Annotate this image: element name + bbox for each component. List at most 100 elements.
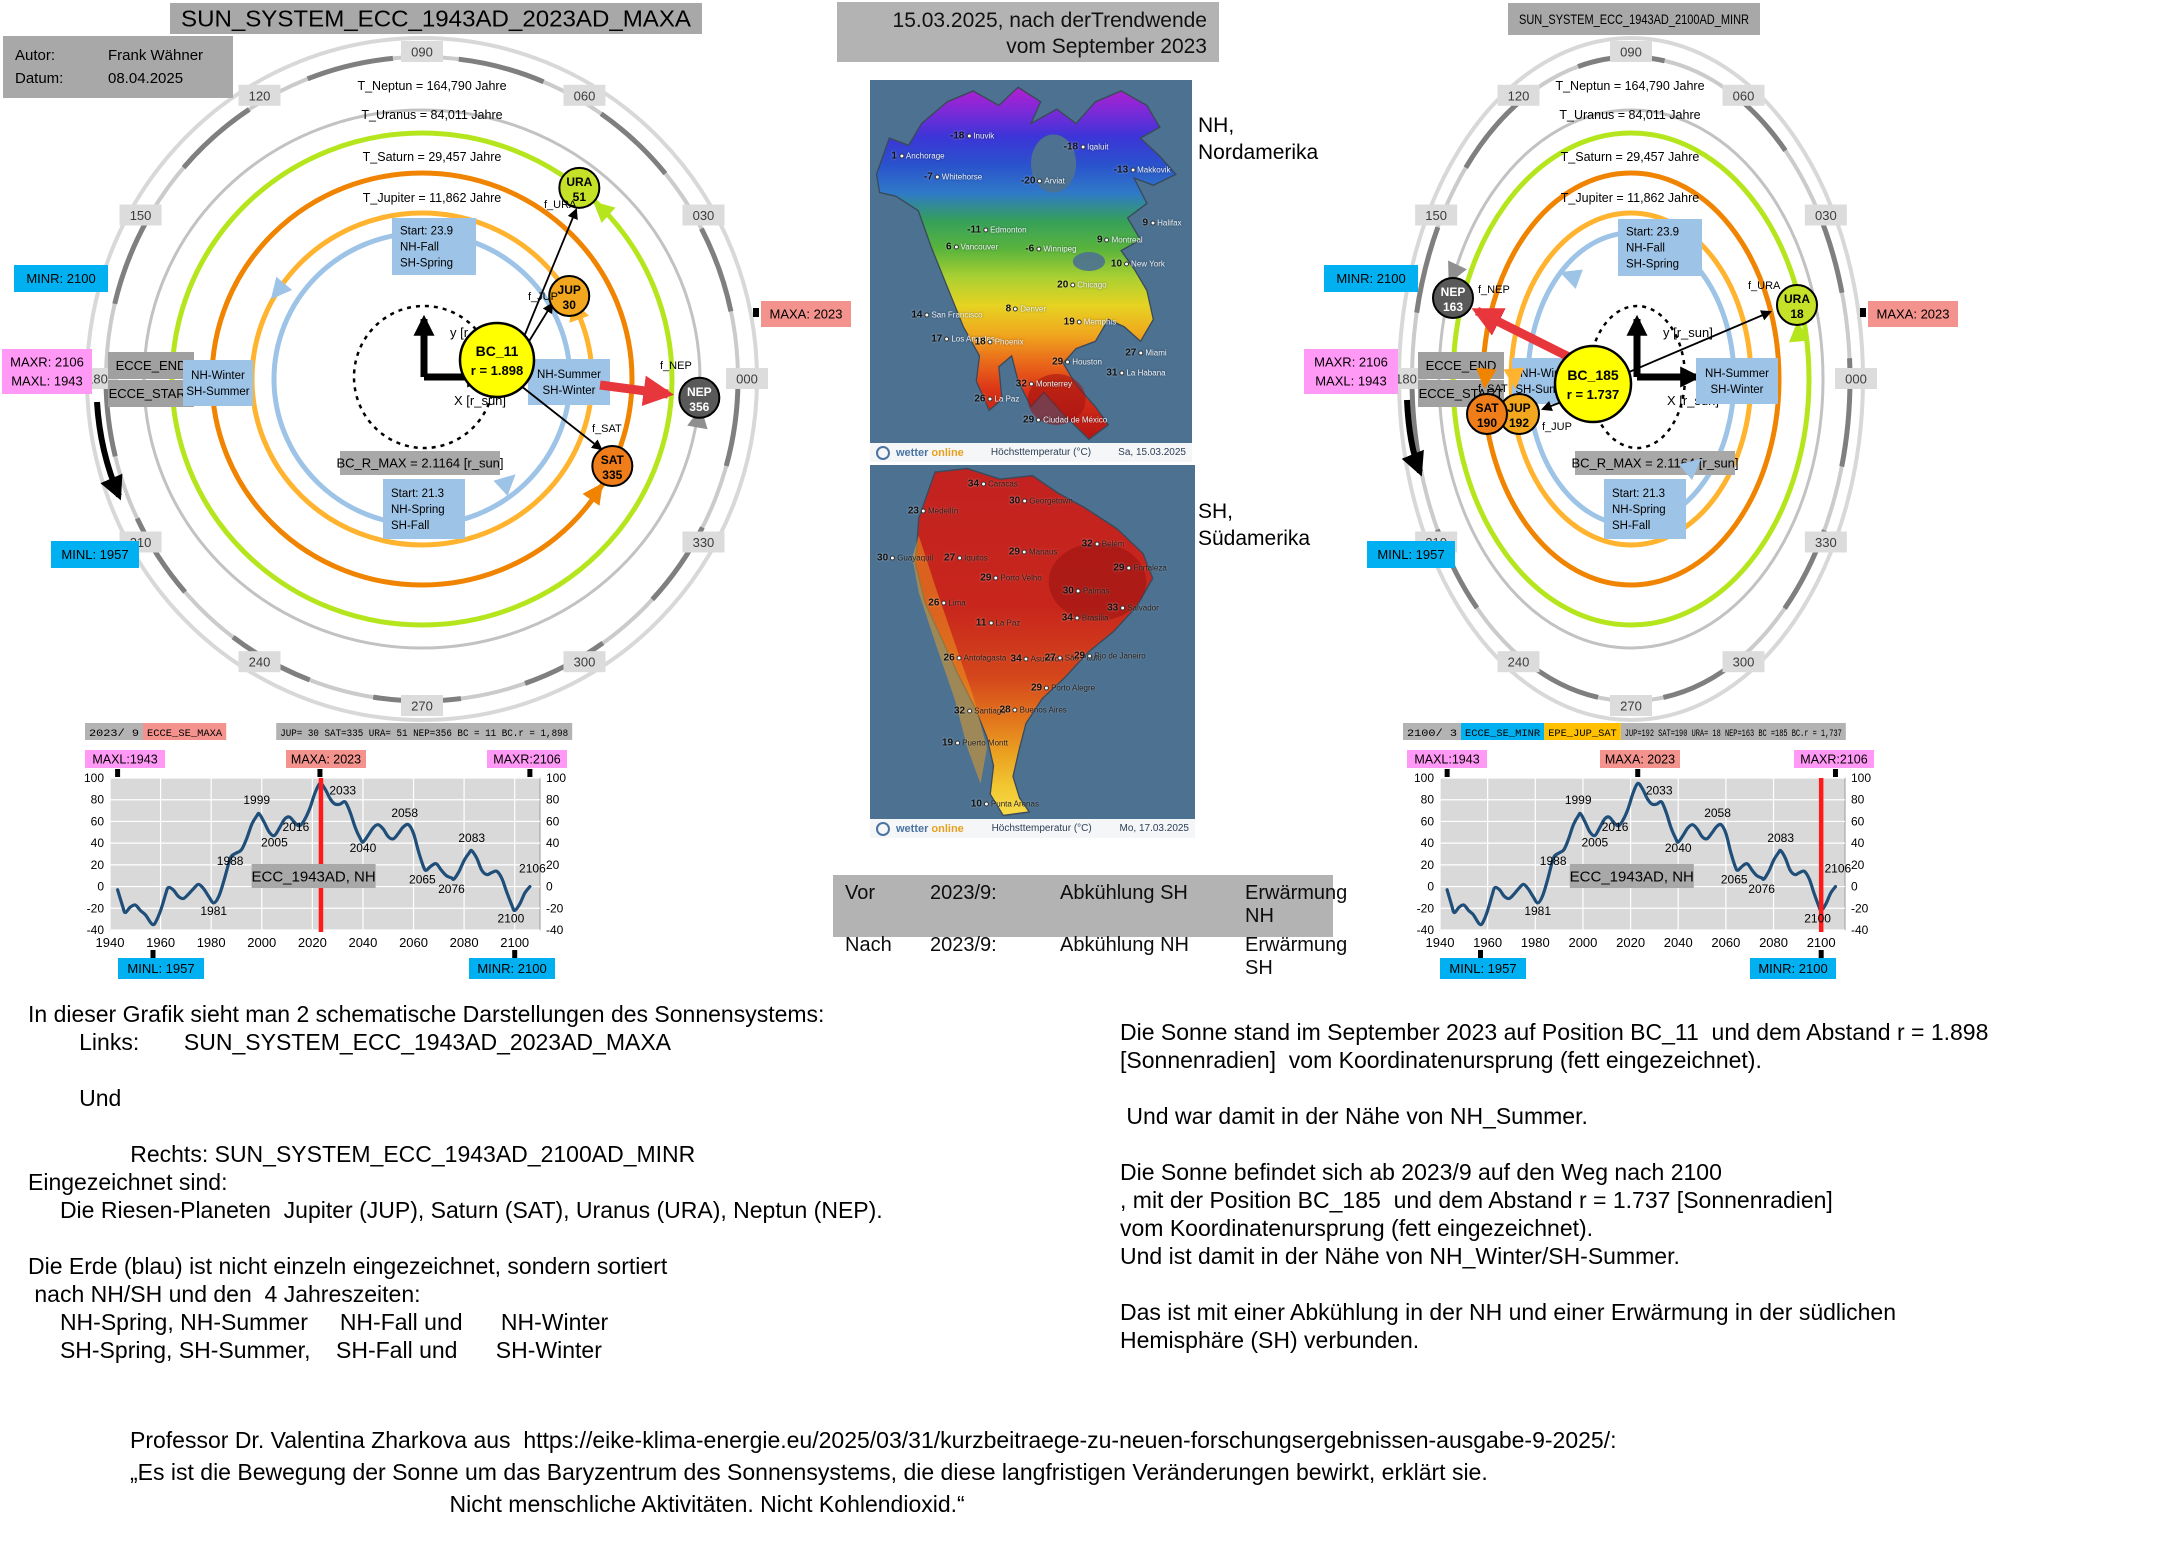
year-annotation: 2040 — [350, 841, 377, 855]
x-tick: 2040 — [1664, 935, 1693, 950]
city-miami: 27 Miami — [1125, 347, 1167, 359]
text-line: Hemisphäre (SH) verbunden. — [1120, 1327, 1420, 1353]
city-arviat: -20 Arviat — [1020, 175, 1065, 187]
city-porto-velho: 29 Porto Velho — [980, 572, 1042, 584]
label: ECCE_START — [109, 386, 194, 401]
y-tick: 40 — [546, 836, 560, 850]
city-palmas: 30 Palmas — [1062, 585, 1110, 597]
bc-r-max-label: BC_R_MAX = 2.1164 [r_sun] — [336, 451, 504, 475]
nh-label: NH, Nordamerika — [1198, 112, 1318, 166]
label: r = 1.737 — [1567, 387, 1619, 402]
label: MAXR: 2106 — [1314, 355, 1388, 370]
map-footer-title: Höchsttemperatur (°C) — [990, 447, 1092, 458]
x-tick: 2020 — [298, 935, 327, 950]
sa-landmass — [912, 467, 1154, 817]
map-footer-title: Höchsttemperatur (°C) — [991, 823, 1092, 834]
f-sat-label: f_SAT — [592, 423, 622, 435]
year-annotation: 1999 — [243, 793, 270, 807]
right-timeseries-chart: 2100/ 3 ECCE_SE_MINR EPE_JUP_SAT JUP=192 SA… — [1395, 716, 2166, 995]
x-tick: 1960 — [1473, 935, 1502, 950]
label: EPE_JUP_SAT — [1548, 728, 1617, 740]
label: NEP — [687, 385, 712, 399]
y-tick: 0 — [97, 880, 104, 894]
label: ECCE_END — [116, 358, 187, 373]
y-tick: 80 — [91, 793, 105, 807]
city-la-paz: 26 La Paz — [974, 393, 1020, 405]
year-annotation: 1999 — [1565, 793, 1592, 807]
maxr-maxl-label: MAXR: 2106 MAXL: 1943 — [2, 349, 92, 394]
label: MAXR: 2106 — [10, 355, 84, 370]
label: SH-Spring — [400, 258, 453, 270]
label: 060 — [1733, 88, 1755, 103]
sun-to-neptune-arrow — [599, 375, 675, 406]
label: BC_185 — [1567, 367, 1619, 383]
label: Start: 23.9 — [1626, 227, 1679, 239]
text-line: Die Sonne befindet sich ab 2023/9 auf de… — [1120, 1159, 1722, 1185]
x-tick: 2060 — [399, 935, 428, 950]
label: 300 — [1733, 655, 1755, 670]
ecc-series-line — [1445, 781, 1838, 927]
city-chicago: 20 Chicago — [1057, 279, 1107, 291]
x-tick: 1960 — [146, 935, 175, 950]
orbit-period-label: T_Saturn = 29,457 Jahre — [1561, 150, 1700, 164]
x-tick: 2020 — [1616, 935, 1645, 950]
label: JUP=192 SAT=190 URA= 18 NEP=163 BC =185 … — [1625, 728, 1842, 740]
orbit-period-label: T_Uranus = 84,011 Jahre — [361, 108, 502, 122]
minl-marker-label: MINL: 1957 — [1440, 958, 1526, 979]
label: SH-Spring — [1626, 259, 1679, 271]
label: Datum: — [15, 70, 63, 87]
sun-to-planet-arrow — [515, 381, 603, 451]
label: MAXL:1943 — [92, 752, 157, 766]
degree-badge-030: 030 — [682, 204, 725, 226]
label: MAXL:1943 — [1414, 752, 1479, 766]
x-tick: 2080 — [1759, 935, 1788, 950]
city-salvador: 33 Salvador — [1107, 602, 1159, 614]
season-box-bottom: Start: 21.3 NH-Spring SH-Fall — [383, 479, 465, 539]
year-annotation: 2065 — [1721, 872, 1748, 886]
y-tick: -20 — [1417, 901, 1435, 915]
label: MAXL: 1943 — [1315, 374, 1387, 389]
x-tick: 2040 — [348, 935, 377, 950]
minl-label: MINL: 1957 — [1367, 541, 1455, 568]
label: 51 — [573, 190, 587, 204]
city-guayaquil: 30 Guayaquil — [877, 552, 934, 564]
label: 2023/ 9 — [89, 728, 139, 740]
city-whitehorse: -7 Whitehorse — [923, 171, 983, 183]
orbit-period-label: T_Saturn = 29,457 Jahre — [363, 150, 502, 164]
orbit-period-label: T_Jupiter = 11,862 Jahre — [1561, 191, 1699, 205]
label: 330 — [693, 535, 715, 550]
year-annotation: 2100 — [498, 911, 525, 925]
y-tick: 80 — [1421, 793, 1435, 807]
sun-to-neptune-arrow — [1471, 306, 1584, 368]
maxa-marker-label: MAXA: 2023 — [1600, 750, 1680, 768]
city-rio-de-janeiro: 29 Rio de Janeiro — [1073, 650, 1146, 662]
map-footer-date: Mo, 17.03.2025 — [1119, 823, 1190, 834]
label: NEP — [1441, 285, 1466, 299]
label: 08.04.2025 — [108, 70, 183, 87]
y-tick: -20 — [546, 901, 564, 915]
city-bras-lia: 34 Brasília — [1061, 612, 1109, 624]
x-tick: 1940 — [96, 935, 125, 950]
city-montreal: 9 Montreal — [1097, 234, 1143, 246]
degree-badge-150: 150 — [119, 204, 162, 226]
text-line: In dieser Grafik sieht man 2 schematisch… — [28, 1001, 825, 1027]
degree-badge-000: 000 — [1835, 368, 1877, 389]
sh-label-line2: Südamerika — [1198, 527, 1311, 550]
text-line: vom Koordinatenursprung (fett eingezeich… — [1120, 1215, 1594, 1241]
sun-barycenter: BC_11r = 1.898 — [458, 321, 536, 399]
year-annotation: 2058 — [1704, 806, 1731, 820]
city-bel-m: 32 Belém — [1081, 538, 1125, 550]
y-tick: 20 — [546, 858, 560, 872]
label: 270 — [411, 699, 433, 714]
label: SAT — [601, 453, 625, 467]
y-tick: 0 — [1851, 880, 1858, 894]
label: MINL: 1957 — [127, 961, 194, 976]
city-la-habana: 31 La Habana — [1106, 367, 1166, 379]
sa-map-footer: wetter online Höchsttemperatur (°C) Mo, 17.… — [870, 819, 1195, 838]
x-tick: 2080 — [450, 935, 479, 950]
degree-badge-330: 330 — [682, 531, 725, 553]
text-line: „Es ist die Bewegung der Sonne um das Ba… — [130, 1459, 1488, 1485]
